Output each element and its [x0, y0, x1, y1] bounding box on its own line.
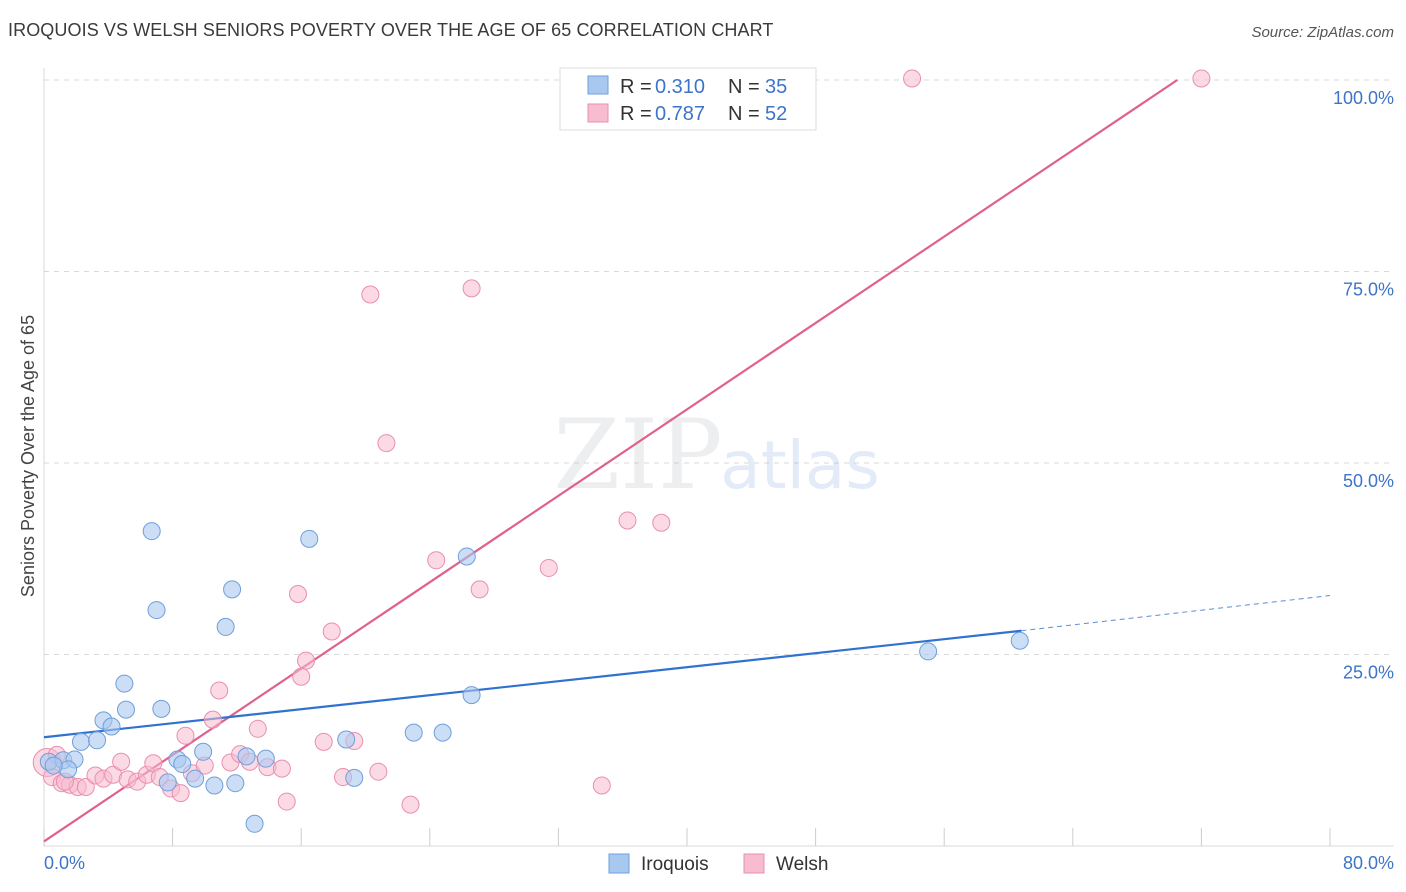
welsh-point — [272, 759, 291, 778]
welsh-point — [1192, 69, 1211, 88]
welsh-point — [176, 726, 195, 745]
chart-title: IROQUOIS VS WELSH SENIORS POVERTY OVER T… — [8, 20, 774, 40]
x-tick-label-min: 0.0% — [44, 853, 85, 873]
y-axis-tick-labels: 25.0% 50.0% 75.0% 100.0% — [1333, 88, 1394, 683]
welsh-point — [248, 719, 267, 738]
legend-swatch-iroquois — [587, 75, 609, 95]
iroquois-point — [88, 731, 107, 750]
iroquois-point — [115, 674, 134, 693]
bottom-legend-swatch-iroquois — [608, 853, 630, 874]
iroquois-point — [147, 601, 166, 620]
iroquois-point — [102, 717, 121, 736]
bottom-legend-label-iroquois: Iroquois — [641, 854, 709, 875]
legend-r-label-welsh: R = — [620, 103, 652, 125]
iroquois-point — [194, 742, 213, 761]
welsh-point — [203, 710, 222, 729]
watermark-atlas: atlas — [720, 427, 880, 504]
iroquois-point — [44, 756, 63, 775]
bottom-legend: Iroquois Welsh — [608, 853, 828, 875]
iroquois-point — [345, 768, 364, 787]
iroquois-point — [142, 522, 161, 541]
iroquois-point — [256, 749, 275, 768]
welsh-point — [539, 558, 558, 577]
bottom-legend-swatch-welsh — [743, 853, 765, 874]
iroquois-point — [223, 580, 242, 599]
trend-line-welsh — [43, 79, 1178, 843]
welsh-point — [322, 622, 341, 641]
iroquois-point — [152, 699, 171, 718]
iroquois-point — [205, 776, 224, 795]
iroquois-point — [462, 686, 481, 705]
iroquois-point — [71, 732, 90, 751]
welsh-point — [171, 784, 190, 803]
welsh-point — [401, 795, 420, 814]
legend-n-value-iroquois: 35 — [765, 76, 787, 98]
trend-line-iroquois — [43, 629, 1022, 739]
iroquois-point — [158, 773, 177, 792]
iroquois-point — [1010, 631, 1029, 650]
welsh-point — [470, 580, 489, 599]
welsh-point — [112, 752, 131, 771]
iroquois-point — [186, 769, 205, 788]
iroquois-point — [337, 730, 356, 749]
legend-r-value-iroquois: 0.310 — [655, 76, 705, 98]
legend-n-value-welsh: 52 — [765, 103, 787, 125]
welsh-point — [314, 732, 333, 751]
iroquois-point — [300, 529, 319, 548]
iroquois-point — [245, 814, 264, 833]
y-tick-label-0: 25.0% — [1343, 663, 1394, 683]
welsh-point — [592, 776, 611, 795]
welsh-point — [288, 584, 307, 603]
welsh-point — [277, 792, 296, 811]
y-axis-title: Seniors Poverty Over the Age of 65 — [18, 315, 38, 597]
iroquois-point — [216, 617, 235, 636]
welsh-point — [210, 681, 229, 700]
iroquois-point — [237, 747, 256, 766]
iroquois-point — [919, 642, 938, 661]
watermark: ZIP atlas — [553, 399, 879, 511]
legend-n-label-welsh: N = — [728, 103, 760, 125]
welsh-point — [369, 762, 388, 781]
x-tick-label-max: 80.0% — [1343, 853, 1394, 873]
iroquois-points — [39, 522, 1029, 833]
y-tick-label-3: 100.0% — [1333, 88, 1394, 108]
welsh-point — [903, 69, 922, 88]
welsh-point — [377, 434, 396, 453]
trend-line-iroquois-extension — [1021, 595, 1331, 632]
welsh-point — [462, 279, 481, 298]
x-axis-ticks — [43, 828, 1331, 846]
legend-r-label-iroquois: R = — [620, 76, 652, 98]
y-tick-label-2: 75.0% — [1343, 280, 1394, 300]
iroquois-point — [173, 755, 192, 774]
legend-swatch-welsh — [587, 103, 609, 123]
bottom-legend-label-welsh: Welsh — [776, 854, 828, 875]
welsh-point — [297, 651, 316, 670]
iroquois-point — [404, 723, 423, 742]
welsh-point — [652, 513, 671, 532]
y-tick-label-1: 50.0% — [1343, 471, 1394, 491]
legend-n-label-iroquois: N = — [728, 76, 760, 98]
grid-lines — [44, 79, 1394, 655]
source-label: Source: ZipAtlas.com — [1251, 24, 1394, 41]
legend-r-value-welsh: 0.787 — [655, 103, 705, 125]
welsh-point — [292, 667, 311, 686]
watermark-zip: ZIP — [553, 399, 722, 511]
iroquois-point — [116, 700, 135, 719]
legend: R = 0.310 N = 35 R = 0.787 N = 52 — [559, 67, 817, 131]
welsh-point — [361, 285, 380, 304]
welsh-point — [76, 778, 95, 797]
iroquois-point — [226, 774, 245, 793]
iroquois-point — [457, 547, 476, 566]
welsh-point — [618, 511, 637, 530]
welsh-point — [427, 551, 446, 570]
iroquois-point — [433, 723, 452, 742]
